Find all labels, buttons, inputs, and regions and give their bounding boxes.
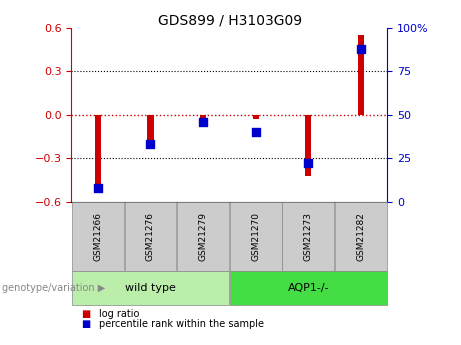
Bar — [253, 115, 259, 119]
Text: GDS899 / H3103G09: GDS899 / H3103G09 — [159, 14, 302, 28]
Text: ■: ■ — [81, 319, 90, 329]
Bar — [305, 115, 312, 176]
Text: GSM21266: GSM21266 — [93, 212, 102, 261]
Point — [252, 129, 260, 135]
Point — [305, 161, 312, 166]
Text: GSM21270: GSM21270 — [251, 212, 260, 261]
Text: wild type: wild type — [125, 283, 176, 293]
Text: log ratio: log ratio — [99, 309, 140, 319]
Bar — [95, 115, 101, 190]
Point — [94, 185, 101, 191]
Point — [199, 119, 207, 125]
Text: GSM21276: GSM21276 — [146, 212, 155, 261]
Text: GSM21273: GSM21273 — [304, 212, 313, 261]
Text: GSM21279: GSM21279 — [199, 212, 207, 261]
Bar — [200, 115, 206, 118]
Text: AQP1-/-: AQP1-/- — [288, 283, 329, 293]
Point — [147, 141, 154, 147]
Point — [357, 46, 365, 51]
Text: GSM21282: GSM21282 — [356, 212, 366, 261]
Bar — [147, 115, 154, 141]
Bar — [358, 35, 364, 115]
Text: percentile rank within the sample: percentile rank within the sample — [99, 319, 264, 329]
Text: genotype/variation ▶: genotype/variation ▶ — [2, 283, 106, 293]
Text: ■: ■ — [81, 309, 90, 319]
